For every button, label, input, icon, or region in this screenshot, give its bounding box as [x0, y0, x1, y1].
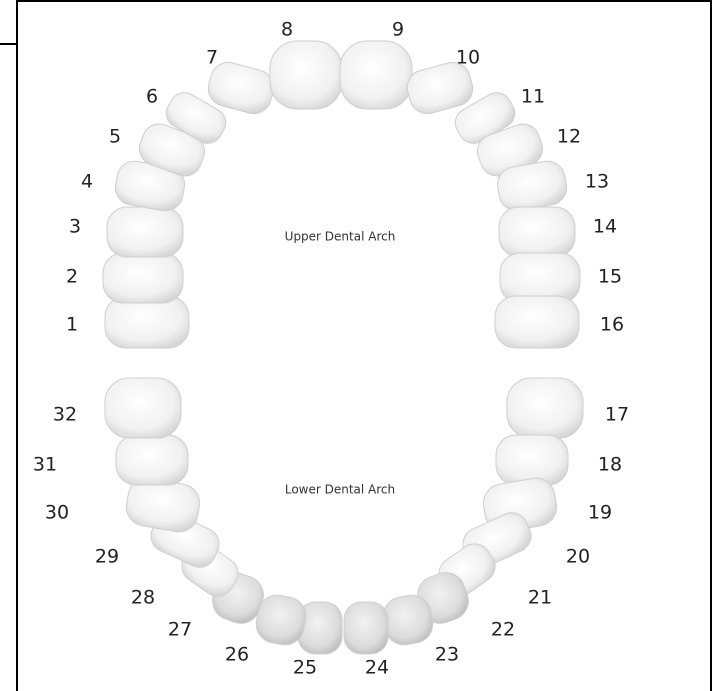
tooth-number: 2 [66, 266, 78, 288]
tooth-number: 3 [69, 216, 81, 238]
tooth-number: 12 [557, 126, 581, 148]
tooth-number: 22 [491, 619, 515, 641]
tooth [340, 41, 412, 109]
upper-arch-label: Upper Dental Arch [285, 230, 396, 244]
tooth-number: 24 [365, 657, 389, 679]
tooth-number: 4 [81, 171, 93, 193]
tooth-number: 30 [45, 502, 69, 524]
tooth [103, 253, 183, 303]
tooth-number: 10 [456, 47, 480, 69]
lower-arch-label: Lower Dental Arch [285, 483, 395, 497]
tooth-number: 19 [588, 502, 612, 524]
tooth-number: 8 [281, 19, 293, 41]
tooth [344, 602, 388, 654]
tooth-number: 26 [225, 644, 249, 666]
tooth-number: 14 [593, 216, 617, 238]
tooth-number: 9 [392, 19, 404, 41]
tooth-number: 6 [146, 86, 158, 108]
tooth-number: 13 [585, 171, 609, 193]
tooth [499, 207, 575, 257]
tooth [116, 435, 188, 485]
tooth-number: 28 [131, 587, 155, 609]
tooth-number: 18 [598, 454, 622, 476]
tooth [270, 41, 342, 109]
tooth-number: 20 [566, 546, 590, 568]
tooth-number: 17 [605, 404, 629, 426]
tooth-number: 23 [435, 644, 459, 666]
tooth [496, 435, 568, 485]
tooth-number: 1 [66, 314, 78, 336]
tooth [105, 296, 189, 348]
tooth-number: 7 [206, 47, 218, 69]
tooth-number: 16 [600, 314, 624, 336]
tooth-number: 25 [293, 657, 317, 679]
tooth-number: 29 [95, 546, 119, 568]
tooth [507, 378, 583, 438]
tooth [495, 296, 579, 348]
tooth-number: 27 [168, 619, 192, 641]
tooth-number: 31 [33, 454, 57, 476]
tooth-number: 11 [521, 86, 545, 108]
tooth-number: 21 [528, 587, 552, 609]
tooth-number: 15 [598, 266, 622, 288]
tooth-number: 5 [109, 126, 121, 148]
tooth [105, 378, 181, 438]
dental-chart: Upper Dental Arch Lower Dental Arch 1234… [0, 0, 727, 691]
tooth [107, 207, 183, 257]
page: {"upper_arch_label": "Upper Dental Arch"… [0, 0, 727, 691]
tooth-number: 32 [53, 404, 77, 426]
